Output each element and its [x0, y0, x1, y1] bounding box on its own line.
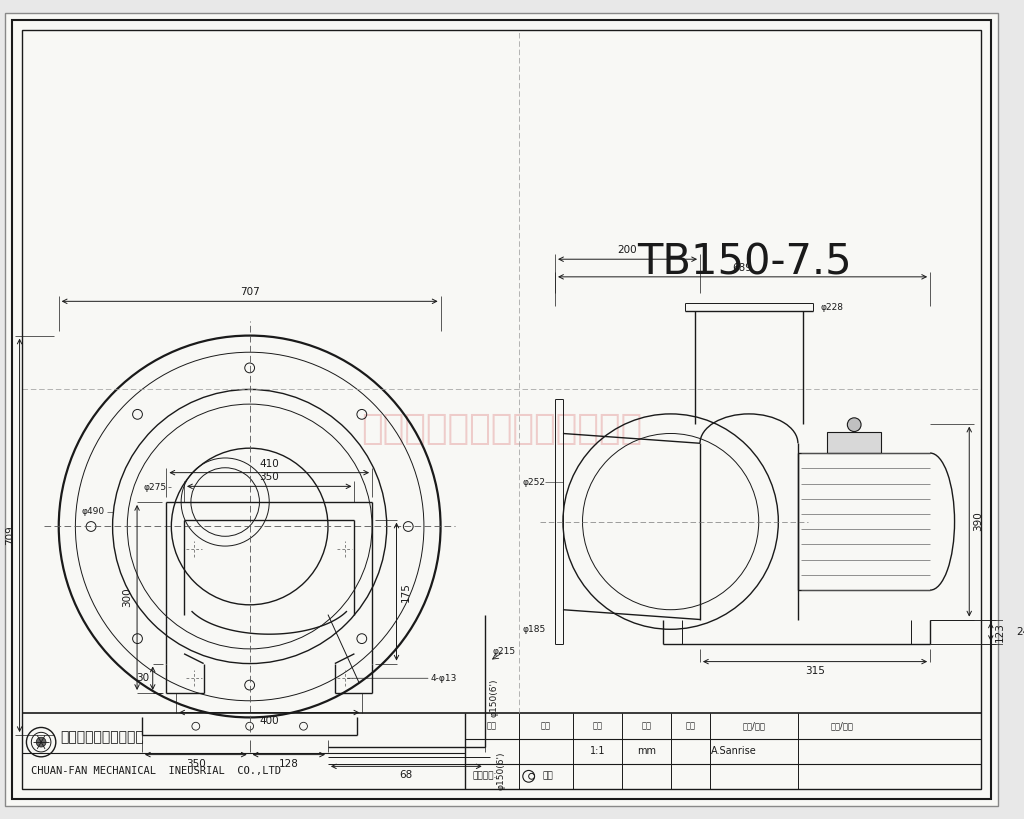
- Text: 390: 390: [973, 512, 983, 532]
- Text: 材料: 材料: [541, 722, 551, 731]
- Text: 投影班线:: 投影班线:: [473, 771, 498, 781]
- Text: 24: 24: [1016, 627, 1024, 636]
- Text: 123: 123: [994, 622, 1005, 641]
- Text: φ275: φ275: [143, 483, 167, 492]
- Text: 707: 707: [240, 287, 259, 297]
- Text: 产品/厂别: 产品/厂别: [742, 722, 765, 731]
- Text: 689: 689: [732, 263, 753, 273]
- Text: A.Sanrise: A.Sanrise: [712, 746, 757, 756]
- Text: 350: 350: [259, 473, 280, 482]
- Circle shape: [847, 418, 861, 432]
- Text: 315: 315: [805, 666, 825, 676]
- Text: 4-φ13: 4-φ13: [431, 674, 457, 683]
- Text: 400: 400: [259, 717, 280, 726]
- Text: 128: 128: [279, 758, 299, 768]
- Text: 410: 410: [259, 459, 280, 468]
- Text: 709: 709: [5, 526, 14, 545]
- Text: φ228: φ228: [820, 303, 844, 312]
- Text: φ185: φ185: [522, 625, 546, 634]
- Text: φ150(6'): φ150(6'): [489, 679, 499, 717]
- Text: 全风璯保设備有限公司: 全风璯保设備有限公司: [60, 731, 144, 744]
- Text: 正立: 正立: [543, 771, 553, 781]
- Text: TB150-7.5: TB150-7.5: [637, 241, 851, 283]
- Text: 审核/厂别: 审核/厂别: [830, 722, 853, 731]
- Bar: [827, 432, 881, 453]
- Text: 数量: 数量: [592, 722, 602, 731]
- Text: 单位: 单位: [685, 722, 695, 731]
- Text: 30: 30: [136, 673, 148, 683]
- Text: φ150(6'): φ150(6'): [497, 752, 506, 790]
- Text: φ215: φ215: [493, 647, 515, 656]
- Text: 350: 350: [186, 758, 206, 768]
- Circle shape: [36, 737, 46, 747]
- Text: 东莲市全风璯保设备有限公司: 东莲市全风璯保设备有限公司: [360, 412, 642, 446]
- Text: 68: 68: [399, 771, 413, 781]
- Text: CHUAN-FAN MECHANICAL  INEUSRIAL  CO.,LTD: CHUAN-FAN MECHANICAL INEUSRIAL CO.,LTD: [32, 766, 282, 776]
- Text: 比例: 比例: [641, 722, 651, 731]
- Text: 300: 300: [122, 588, 132, 607]
- Text: 量名: 量名: [487, 722, 497, 731]
- Text: φ490: φ490: [82, 507, 104, 516]
- Text: 200: 200: [617, 246, 637, 256]
- Text: φ252: φ252: [522, 478, 546, 487]
- Text: 175: 175: [400, 581, 411, 601]
- Text: mm: mm: [637, 746, 655, 756]
- Text: 1:1: 1:1: [590, 746, 605, 756]
